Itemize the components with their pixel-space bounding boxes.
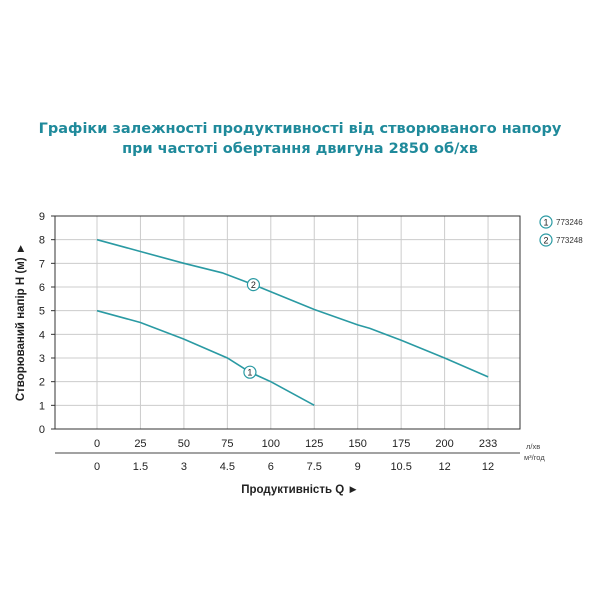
legend-marker-label: 1 [543,218,548,228]
x-unit-secondary: м³/год [524,453,545,462]
x-tick-label-primary: 175 [392,438,410,450]
x-tick-label-primary: 100 [262,438,280,450]
y-tick-label: 7 [39,258,45,270]
legend-entry: 773246 [556,218,583,227]
x-unit-primary: л/хв [526,442,540,451]
series-line-773246 [96,309,315,407]
x-tick-label-primary: 75 [221,438,233,450]
title-line-1: Графіки залежності продуктивності від ст… [38,121,562,137]
plot-frame [54,215,521,430]
x-tick-label-secondary: 12 [482,461,494,473]
grid [51,215,520,430]
series-marker-label: 1 [247,368,252,378]
x-tick-label-primary: 0 [94,438,100,450]
y-tick-label: 1 [39,400,45,412]
x-tick-label-secondary: 12 [438,461,450,473]
y-tick-label: 5 [39,306,45,318]
x-tick-label-secondary: 9 [355,461,361,473]
y-tick-label: 8 [39,235,45,247]
title-line-2: при частоті обертання двигуна 2850 об/хв [122,141,478,157]
series-line-773248 [96,238,489,378]
x-tick-label-primary: 233 [479,438,497,450]
series-marker-label: 2 [251,280,256,290]
y-tick-label: 4 [39,329,45,341]
x-tick-label-secondary: 7.5 [307,461,322,473]
x-tick-label-secondary: 10.5 [390,461,411,473]
series-marker-2 [246,278,261,292]
x-tick-label-secondary: 6 [268,461,274,473]
y-tick-label: 9 [39,211,45,223]
legend-marker [539,233,553,247]
y-tick-label: 2 [39,377,45,389]
legend-entry: 773248 [556,236,583,245]
x-tick-label-secondary: 1.5 [133,461,148,473]
chart-title: Графіки залежності продуктивності від ст… [0,119,600,159]
y-axis-title: Створюваний напір H (м) ► [15,243,27,401]
legend-marker [539,215,553,229]
legend-marker-label: 2 [543,236,548,246]
x-axis-title: Продуктивність Q ► [241,484,358,496]
x-tick-label-secondary: 3 [181,461,187,473]
x-tick-label-primary: 200 [435,438,453,450]
x-tick-label-primary: 150 [349,438,367,450]
x-tick-label-primary: 50 [178,438,190,450]
x-tick-label-secondary: 0 [94,461,100,473]
series-marker-1 [243,365,257,379]
y-tick-label: 0 [39,424,45,436]
y-tick-label: 6 [39,282,45,294]
x-tick-label-primary: 125 [305,438,323,450]
x-tick-label-primary: 25 [134,438,146,450]
x-tick-label-secondary: 4.5 [220,461,235,473]
y-tick-label: 3 [39,353,45,365]
